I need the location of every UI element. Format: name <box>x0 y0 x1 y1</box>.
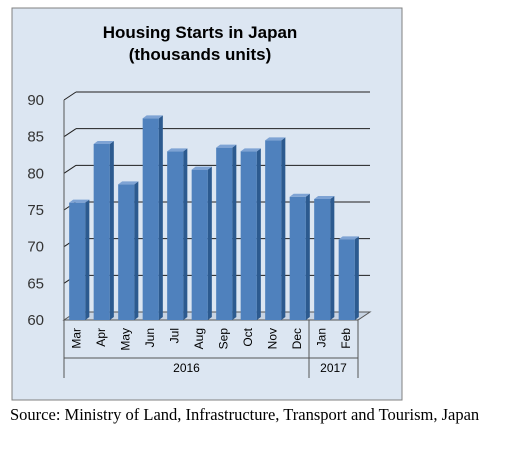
bar-top <box>93 141 114 144</box>
bar <box>265 140 282 320</box>
group-label: 2016 <box>173 361 200 375</box>
bar-side <box>281 137 286 320</box>
y-tick-label: 65 <box>27 275 44 292</box>
y-tick-label: 85 <box>27 129 44 146</box>
x-tick-label: Jan <box>314 328 328 347</box>
bar <box>240 151 257 320</box>
source-note: Source: Ministry of Land, Infrastructure… <box>10 405 480 424</box>
chart-subtitle: (thousands units) <box>129 45 272 64</box>
x-tick-label: Dec <box>290 328 304 349</box>
bar-side <box>85 199 90 320</box>
x-tick-label: May <box>118 328 132 351</box>
bar-top <box>314 196 335 199</box>
bar <box>69 202 86 320</box>
bar-side <box>134 181 139 320</box>
bar-side <box>183 148 188 320</box>
bar <box>216 147 233 320</box>
bar-top <box>265 137 286 141</box>
group-label: 2017 <box>320 361 347 375</box>
bar-top <box>338 236 359 240</box>
y-tick-label: 80 <box>27 165 44 182</box>
bar <box>118 184 135 320</box>
bar-top <box>142 115 163 119</box>
axis-labels: 60 65 70 75 80 85 90 Mar Apr May Jun Jul Aug Sep Oct No… <box>27 92 352 375</box>
x-tick-label: Mar <box>69 328 83 349</box>
bar-side <box>207 166 212 320</box>
bar-top <box>167 148 188 152</box>
x-tick-label: Feb <box>339 328 353 349</box>
bar-side <box>305 193 310 320</box>
bar-side <box>354 236 359 320</box>
bar <box>338 239 355 320</box>
y-tick-label: 90 <box>27 92 44 109</box>
bars <box>69 115 359 320</box>
x-tick-label: Oct <box>241 327 255 346</box>
x-tick-label: Nov <box>265 328 279 349</box>
chart-title: Housing Starts in Japan <box>103 23 298 42</box>
x-tick-label: Apr <box>94 328 108 347</box>
bar-side <box>232 144 237 320</box>
bar <box>314 199 331 320</box>
x-tick-label: Jul <box>167 328 181 343</box>
bar-side <box>256 148 261 320</box>
y-tick-label: 60 <box>27 312 44 329</box>
bar-side <box>330 196 335 320</box>
bar-top <box>191 166 212 170</box>
gridline-diagonal <box>63 128 77 138</box>
bar-top <box>240 148 261 152</box>
x-tick-label: Jun <box>143 328 157 347</box>
bar-top <box>69 199 90 203</box>
bar-top <box>289 193 310 197</box>
x-tick-label: Sep <box>216 328 230 350</box>
y-tick-label: 70 <box>27 239 44 256</box>
bar-side <box>158 115 163 320</box>
y-tick-label: 75 <box>27 202 44 219</box>
x-tick-label: Aug <box>192 328 206 349</box>
bar <box>93 144 110 320</box>
bar-top <box>118 181 139 185</box>
bar-side <box>109 141 114 320</box>
gridline-diagonal <box>63 91 77 101</box>
bar-top <box>216 144 237 148</box>
bar <box>142 118 159 320</box>
bar <box>167 151 184 320</box>
bar <box>289 196 306 320</box>
gridline-diagonal <box>63 164 77 174</box>
bar <box>191 169 208 320</box>
